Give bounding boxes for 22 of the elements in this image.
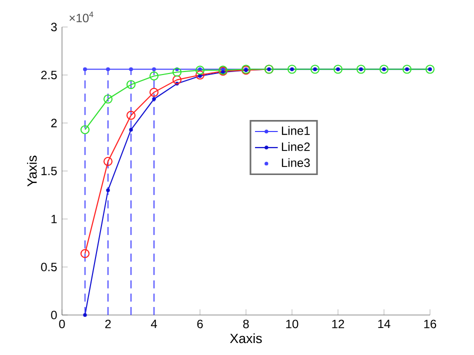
x-axis-title: Xaxis xyxy=(230,333,262,344)
x-tick-label: 8 xyxy=(243,320,249,328)
y-tick-label: 2 xyxy=(51,118,57,128)
x-tick-label: 2 xyxy=(105,320,111,328)
x-tick-label: 6 xyxy=(197,320,203,328)
legend-label: Line3 xyxy=(282,158,310,168)
y-tick-label: 0.5 xyxy=(41,262,57,272)
y-tick-label: 3 xyxy=(51,22,57,32)
y-tick-label: 1.5 xyxy=(42,166,57,176)
x-tick-label: 0 xyxy=(59,320,65,328)
y-tick-label: 2.5 xyxy=(41,70,57,80)
x-tick-label: 14 xyxy=(378,320,390,328)
legend-label: Line1 xyxy=(282,126,310,135)
y-tick-label: 0 xyxy=(51,310,57,320)
y-tick-label: 1 xyxy=(52,214,57,224)
x-tick-label: 12 xyxy=(332,320,344,328)
x-tick-label: 10 xyxy=(286,320,298,328)
x-tick-label: 4 xyxy=(150,320,157,328)
y-axis-title: Yaxis xyxy=(27,156,37,187)
text: ×10$^{4}$ xyxy=(70,12,94,22)
x-tick-label: 16 xyxy=(424,320,436,328)
legend-label: Line2 xyxy=(282,142,310,152)
